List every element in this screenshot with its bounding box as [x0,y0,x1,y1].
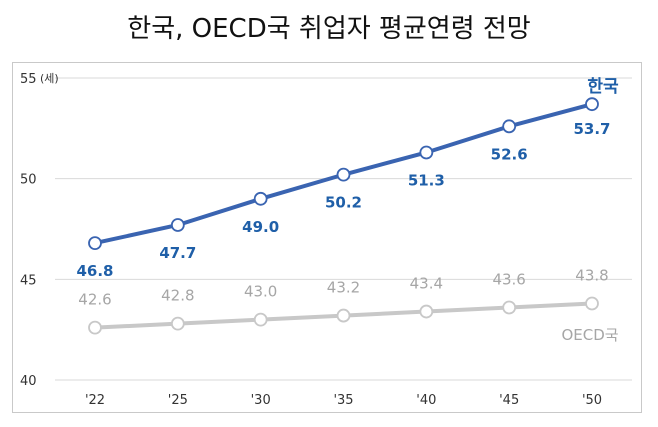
data-label: 43.4 [410,275,443,293]
data-point [253,312,268,327]
data-label: 49.0 [242,218,279,236]
data-label: 46.8 [76,262,113,280]
data-point [585,97,599,112]
data-label: 43.0 [244,283,277,301]
x-tick-label: '35 [333,393,353,408]
y-tick-label: 50 [20,173,37,188]
data-point [88,236,102,250]
series-name-label: 한국 [587,77,619,97]
y-tick-label: 55 [20,72,37,87]
data-point [502,300,517,315]
data-point [336,308,351,323]
x-tick-label: '50 [582,393,602,408]
data-point [88,320,102,335]
data-label: 42.6 [78,291,111,309]
data-label: 51.3 [408,171,445,189]
x-tick-label: '45 [499,393,519,408]
data-label: 43.6 [492,271,525,289]
x-tick-label: '25 [168,393,188,408]
series-name-label: OECD국 [561,326,618,344]
data-label: 47.7 [159,244,196,262]
data-point [419,304,434,319]
gridlines [55,77,632,381]
y-axis-unit: (세) [40,72,59,85]
data-point [170,316,185,331]
data-point [419,145,434,160]
x-tick-label: '30 [251,393,271,408]
data-label: 43.8 [575,266,608,284]
data-label: 50.2 [325,194,362,212]
data-label: 43.2 [327,279,360,297]
data-point [502,119,517,134]
data-point [585,296,599,311]
data-label: 42.8 [161,287,194,305]
plot-frame [12,62,642,413]
series-group: 46.8 47.7 49.0 50.2 51.3 52.6 53.7 한국 42.6 42.8 43… [76,77,619,344]
y-axis-ticks: 40 45 50 55 [20,72,37,389]
data-label: 52.6 [491,145,528,163]
data-point [170,218,185,232]
series-oecd: 42.6 42.8 43.0 43.2 43.4 43.6 43.8 OECD국 [78,266,618,344]
chart-title: 한국, OECD국 취업자 평균연령 전망 [127,14,531,44]
y-tick-label: 40 [20,374,37,389]
x-tick-label: '22 [85,393,105,408]
y-tick-label: 45 [20,273,37,288]
x-tick-label: '40 [416,393,436,408]
data-point [336,167,351,182]
x-axis-ticks: '22 '25 '30 '35 '40 '45 '50 [85,393,602,408]
data-label: 53.7 [573,120,610,138]
series-korea: 46.8 47.7 49.0 50.2 51.3 52.6 53.7 한국 [76,77,619,280]
data-point [253,191,268,206]
